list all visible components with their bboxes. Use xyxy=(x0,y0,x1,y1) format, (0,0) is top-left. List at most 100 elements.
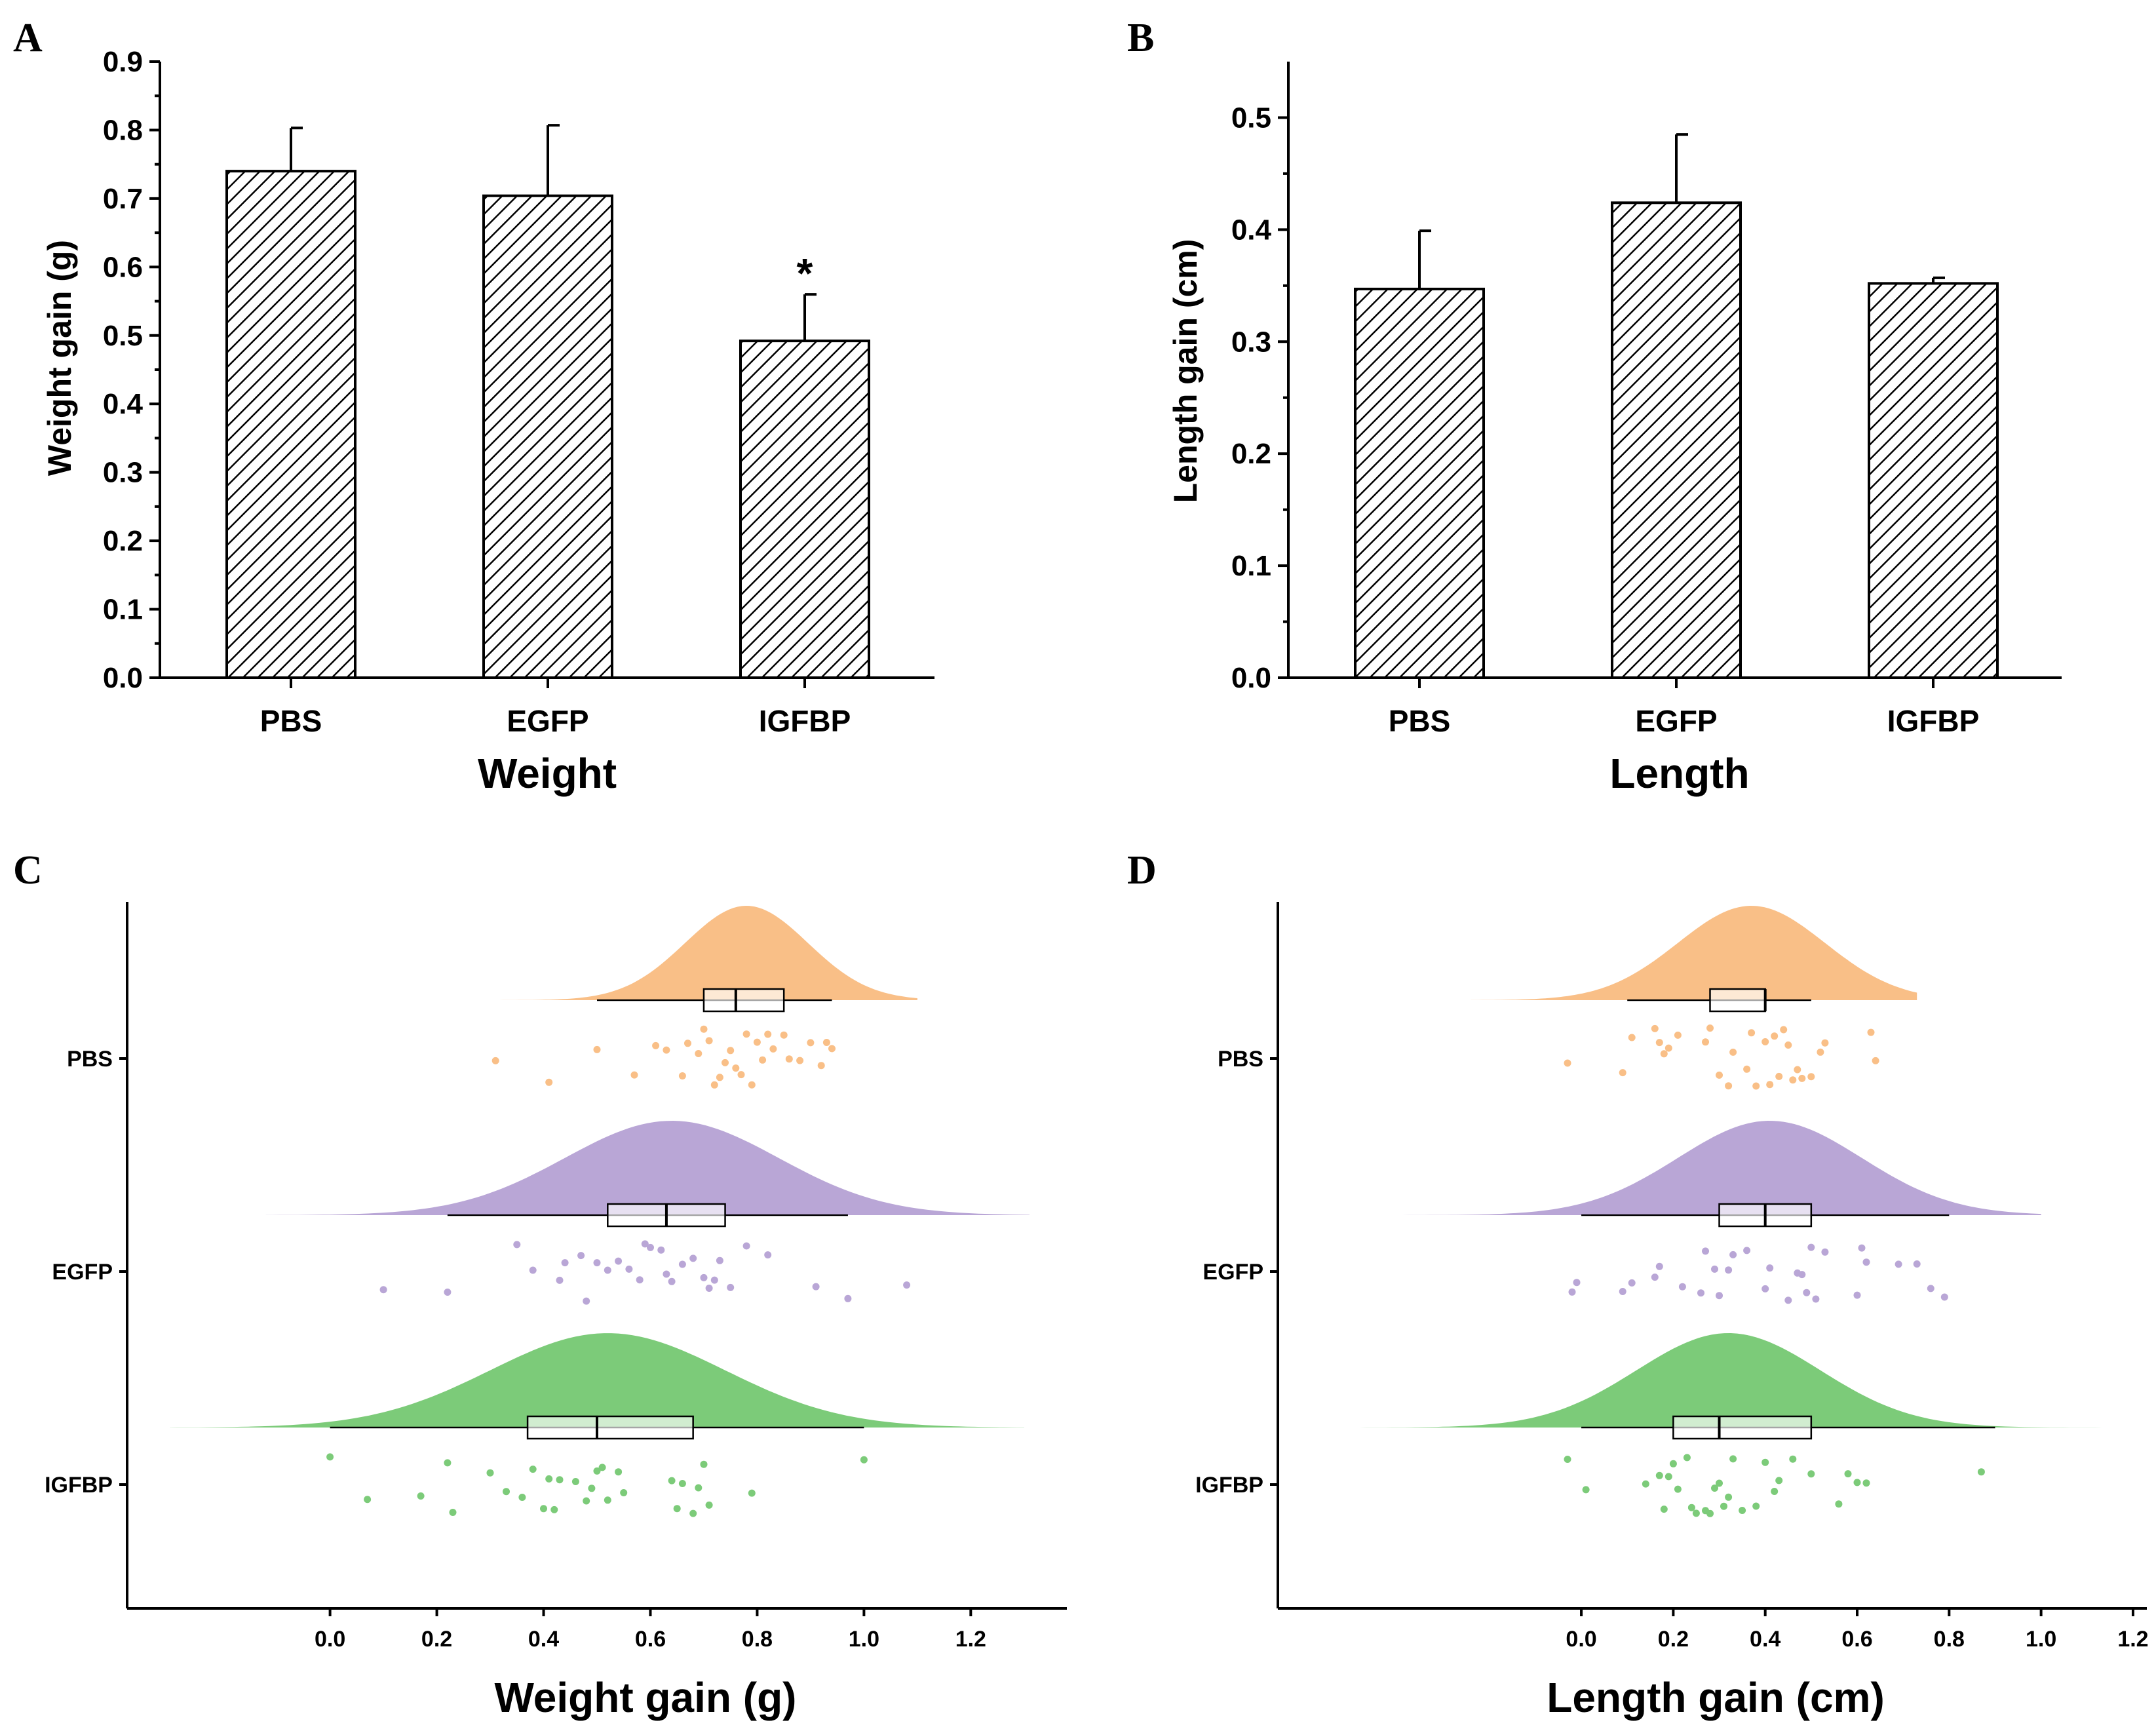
data-point xyxy=(817,1062,825,1070)
data-point xyxy=(1835,1500,1843,1508)
data-point xyxy=(1651,1024,1659,1032)
data-point xyxy=(695,1484,703,1492)
data-point xyxy=(700,1025,708,1033)
data-point xyxy=(844,1294,852,1302)
data-point xyxy=(1678,1283,1686,1291)
data-point xyxy=(1794,1066,1801,1074)
data-point xyxy=(1655,1039,1663,1047)
data-point xyxy=(615,1257,623,1265)
data-point xyxy=(1775,1477,1783,1485)
bar-igfbp xyxy=(1868,282,1999,679)
data-point xyxy=(593,1259,601,1267)
data-point xyxy=(545,1078,553,1086)
data-point xyxy=(1665,1473,1672,1481)
data-point xyxy=(1853,1479,1861,1486)
category-label: PBS xyxy=(1218,1047,1263,1072)
x-tick-label: 0.2 xyxy=(421,1627,452,1652)
raincloud-egfp: EGFP xyxy=(1203,1121,2041,1304)
data-point xyxy=(588,1485,596,1492)
data-point xyxy=(1725,1082,1733,1090)
data-point xyxy=(705,1501,713,1509)
data-point xyxy=(668,1477,676,1485)
density-curve xyxy=(1471,906,1917,1000)
y-tick-label: 0.0 xyxy=(103,662,143,694)
data-point xyxy=(1844,1470,1852,1478)
y-tick-label: 0.9 xyxy=(103,46,143,78)
data-point xyxy=(1642,1480,1649,1488)
raincloud-egfp: EGFP xyxy=(52,1121,1030,1305)
data-point xyxy=(1977,1468,1985,1476)
data-point xyxy=(556,1476,564,1484)
data-point xyxy=(444,1289,452,1296)
data-point xyxy=(753,1038,761,1046)
data-point xyxy=(545,1475,553,1483)
data-point xyxy=(615,1468,623,1476)
data-point xyxy=(1702,1038,1709,1046)
data-point xyxy=(1716,1479,1723,1487)
data-point xyxy=(1862,1258,1870,1266)
data-point xyxy=(1807,1470,1815,1478)
bar-egfp xyxy=(482,194,613,679)
data-point xyxy=(652,1041,660,1049)
density-curve xyxy=(265,1121,1030,1215)
y-tick-label: 0.1 xyxy=(103,594,143,626)
data-point xyxy=(326,1453,334,1461)
data-point xyxy=(1706,1509,1714,1517)
data-point xyxy=(444,1459,452,1467)
data-point xyxy=(583,1297,590,1305)
x-tick-label: 1.2 xyxy=(955,1627,986,1652)
data-point xyxy=(689,1254,697,1262)
x-tick-label: 0.8 xyxy=(1934,1627,1965,1652)
panel-letter-d: D xyxy=(1127,848,1157,893)
data-point xyxy=(1862,1479,1870,1487)
data-point xyxy=(663,1046,670,1054)
y-tick-label: 0.5 xyxy=(103,320,143,352)
y-tick-label: 0.4 xyxy=(1231,214,1272,246)
data-point xyxy=(1867,1028,1875,1036)
data-point xyxy=(700,1273,708,1281)
data-point xyxy=(1674,1485,1682,1493)
data-point xyxy=(598,1464,606,1471)
data-point xyxy=(540,1505,547,1513)
x-tick-label: 0.0 xyxy=(1566,1627,1596,1652)
x-tick-label: 0.6 xyxy=(635,1627,666,1652)
data-point xyxy=(513,1241,521,1249)
data-point xyxy=(625,1265,633,1273)
data-point xyxy=(796,1057,804,1064)
data-point xyxy=(647,1243,654,1251)
data-point xyxy=(379,1286,387,1294)
data-point xyxy=(1821,1248,1829,1256)
data-point xyxy=(1743,1247,1751,1254)
x-tick-label: 0.4 xyxy=(528,1627,559,1652)
data-point xyxy=(1913,1260,1921,1268)
data-point xyxy=(1803,1289,1811,1296)
data-point xyxy=(700,1460,708,1468)
bar-pbs xyxy=(1354,287,1485,680)
data-point xyxy=(742,1242,750,1250)
x-tick-label: 0.0 xyxy=(315,1627,345,1652)
panel-c-raincloud-plot: C 0.0 0.2 0.4 0.6 0.8 1.0 1.2 PBS EGFP IGFBP Weig… xyxy=(13,848,1067,1721)
data-point xyxy=(593,1467,601,1475)
data-point xyxy=(1807,1243,1815,1251)
data-point xyxy=(556,1276,564,1284)
box xyxy=(526,1415,694,1440)
category-label: PBS xyxy=(67,1047,113,1072)
category-label: EGFP xyxy=(507,704,588,738)
data-point xyxy=(577,1252,585,1260)
data-point xyxy=(1725,1266,1733,1274)
data-point xyxy=(1858,1244,1866,1252)
y-tick-label: 0.5 xyxy=(1231,102,1271,134)
box xyxy=(1672,1415,1813,1440)
data-point xyxy=(503,1488,510,1496)
panel-b-x-axis-title: Length xyxy=(1609,750,1749,797)
data-point xyxy=(673,1505,681,1513)
data-point xyxy=(449,1509,457,1516)
x-tick-label: 0.8 xyxy=(742,1627,773,1652)
box xyxy=(1709,988,1766,1013)
data-point xyxy=(1739,1507,1746,1514)
data-point xyxy=(1766,1264,1774,1272)
data-point xyxy=(732,1064,740,1072)
data-point xyxy=(737,1071,745,1079)
data-point xyxy=(1711,1485,1718,1492)
y-tick-label: 0.4 xyxy=(103,388,144,420)
